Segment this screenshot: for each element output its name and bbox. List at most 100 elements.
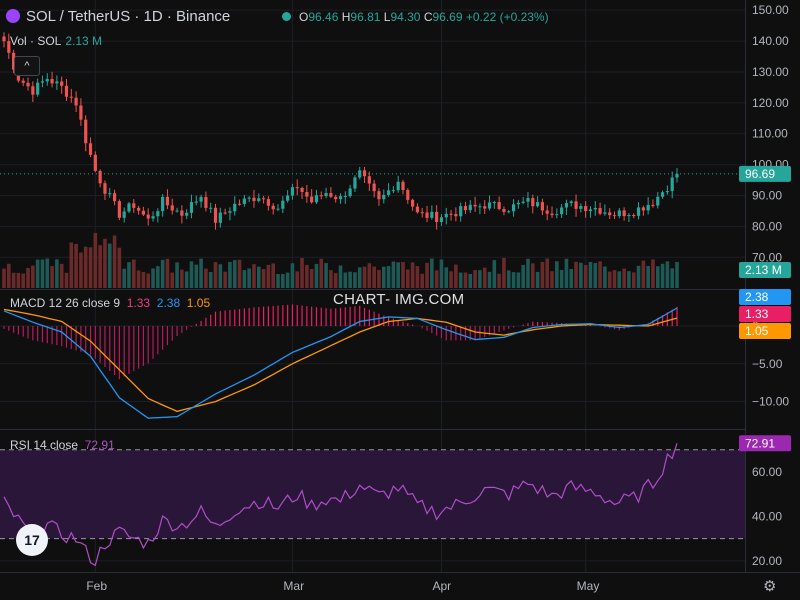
candle[interactable] <box>194 201 198 203</box>
candle[interactable] <box>401 181 405 190</box>
candle[interactable] <box>483 206 487 209</box>
candle[interactable] <box>286 195 290 201</box>
candle[interactable] <box>2 36 6 42</box>
candle[interactable] <box>247 197 251 199</box>
candle[interactable] <box>526 198 530 202</box>
candle[interactable] <box>122 211 126 218</box>
candle[interactable] <box>257 198 261 201</box>
rsi-legend[interactable]: RSI 14 close 72.91 <box>10 438 115 452</box>
candle[interactable] <box>608 212 612 216</box>
candle[interactable] <box>454 214 458 217</box>
candle[interactable] <box>636 207 641 216</box>
candle[interactable] <box>79 105 83 120</box>
candle[interactable] <box>180 210 184 216</box>
candle[interactable] <box>74 97 78 106</box>
candle[interactable] <box>170 205 174 211</box>
candle[interactable] <box>141 210 146 215</box>
candle[interactable] <box>665 191 669 193</box>
candle[interactable] <box>343 196 347 198</box>
candle[interactable] <box>204 196 208 208</box>
candle[interactable] <box>165 196 170 206</box>
candle[interactable] <box>603 212 607 214</box>
candle[interactable] <box>540 202 544 211</box>
candle[interactable] <box>511 204 516 212</box>
candle[interactable] <box>439 217 444 223</box>
candle[interactable] <box>584 206 588 212</box>
time-axis[interactable]: Feb Mar Apr May <box>86 579 599 593</box>
candle[interactable] <box>338 196 343 200</box>
candle[interactable] <box>660 192 665 197</box>
candle[interactable] <box>261 198 266 200</box>
candle[interactable] <box>151 216 155 219</box>
candle[interactable] <box>487 202 492 209</box>
candle[interactable] <box>108 193 112 195</box>
candle[interactable] <box>627 215 631 217</box>
candle[interactable] <box>367 176 371 184</box>
candle[interactable] <box>98 170 102 184</box>
candle[interactable] <box>276 208 280 210</box>
candle[interactable] <box>545 210 549 214</box>
candle[interactable] <box>396 181 400 191</box>
candle[interactable] <box>290 187 295 196</box>
chart-title[interactable]: SOL / TetherUS · 1D · Binance <box>6 8 230 25</box>
candle[interactable] <box>252 197 256 201</box>
candle[interactable] <box>127 203 131 212</box>
candle[interactable] <box>425 212 429 218</box>
candle[interactable] <box>112 193 117 202</box>
candle[interactable] <box>391 190 395 192</box>
candle[interactable] <box>329 193 333 197</box>
gear-icon[interactable]: ⚙ <box>763 578 777 595</box>
candle[interactable] <box>675 173 679 178</box>
candle[interactable] <box>146 214 150 219</box>
candle[interactable] <box>516 202 520 205</box>
candle[interactable] <box>560 207 564 215</box>
candle[interactable] <box>535 202 540 207</box>
candle[interactable] <box>353 177 357 189</box>
candle[interactable] <box>26 82 30 87</box>
candle[interactable] <box>31 86 35 95</box>
candle[interactable] <box>69 96 73 98</box>
candle[interactable] <box>103 183 107 194</box>
candle[interactable] <box>55 81 59 84</box>
candlestick-series[interactable] <box>0 32 745 230</box>
candle[interactable] <box>300 187 304 193</box>
candle[interactable] <box>382 194 386 200</box>
candle[interactable] <box>444 213 448 218</box>
candle[interactable] <box>21 80 25 83</box>
candle[interactable] <box>233 203 237 212</box>
candle[interactable] <box>463 206 468 211</box>
candle[interactable] <box>319 195 323 197</box>
collapse-legend-button[interactable]: ^ <box>14 56 40 76</box>
macd-legend[interactable]: MACD 12 26 close 9 1.33 2.38 1.05 <box>10 296 210 310</box>
candle[interactable] <box>579 206 583 209</box>
candle[interactable] <box>502 208 506 212</box>
candle[interactable] <box>612 215 617 217</box>
candle[interactable] <box>569 201 573 204</box>
candle[interactable] <box>324 193 328 196</box>
candle[interactable] <box>641 207 645 211</box>
candle[interactable] <box>117 201 121 218</box>
candle[interactable] <box>574 201 578 209</box>
candle[interactable] <box>646 204 650 211</box>
candle[interactable] <box>507 211 511 213</box>
candle[interactable] <box>497 202 501 209</box>
candle[interactable] <box>305 192 309 197</box>
candle[interactable] <box>295 187 299 189</box>
candle[interactable] <box>478 206 482 208</box>
candle[interactable] <box>12 52 16 70</box>
candle[interactable] <box>358 170 362 178</box>
candle[interactable] <box>84 119 88 144</box>
candle[interactable] <box>555 214 559 216</box>
candle[interactable] <box>406 189 410 200</box>
candle[interactable] <box>175 210 179 212</box>
candle[interactable] <box>435 211 439 223</box>
candle[interactable] <box>93 154 97 171</box>
candle[interactable] <box>670 177 674 192</box>
candle[interactable] <box>228 211 232 213</box>
candle[interactable] <box>651 204 655 206</box>
candle[interactable] <box>622 210 626 217</box>
candle[interactable] <box>310 196 314 203</box>
candle[interactable] <box>411 199 415 207</box>
candle[interactable] <box>266 199 270 206</box>
